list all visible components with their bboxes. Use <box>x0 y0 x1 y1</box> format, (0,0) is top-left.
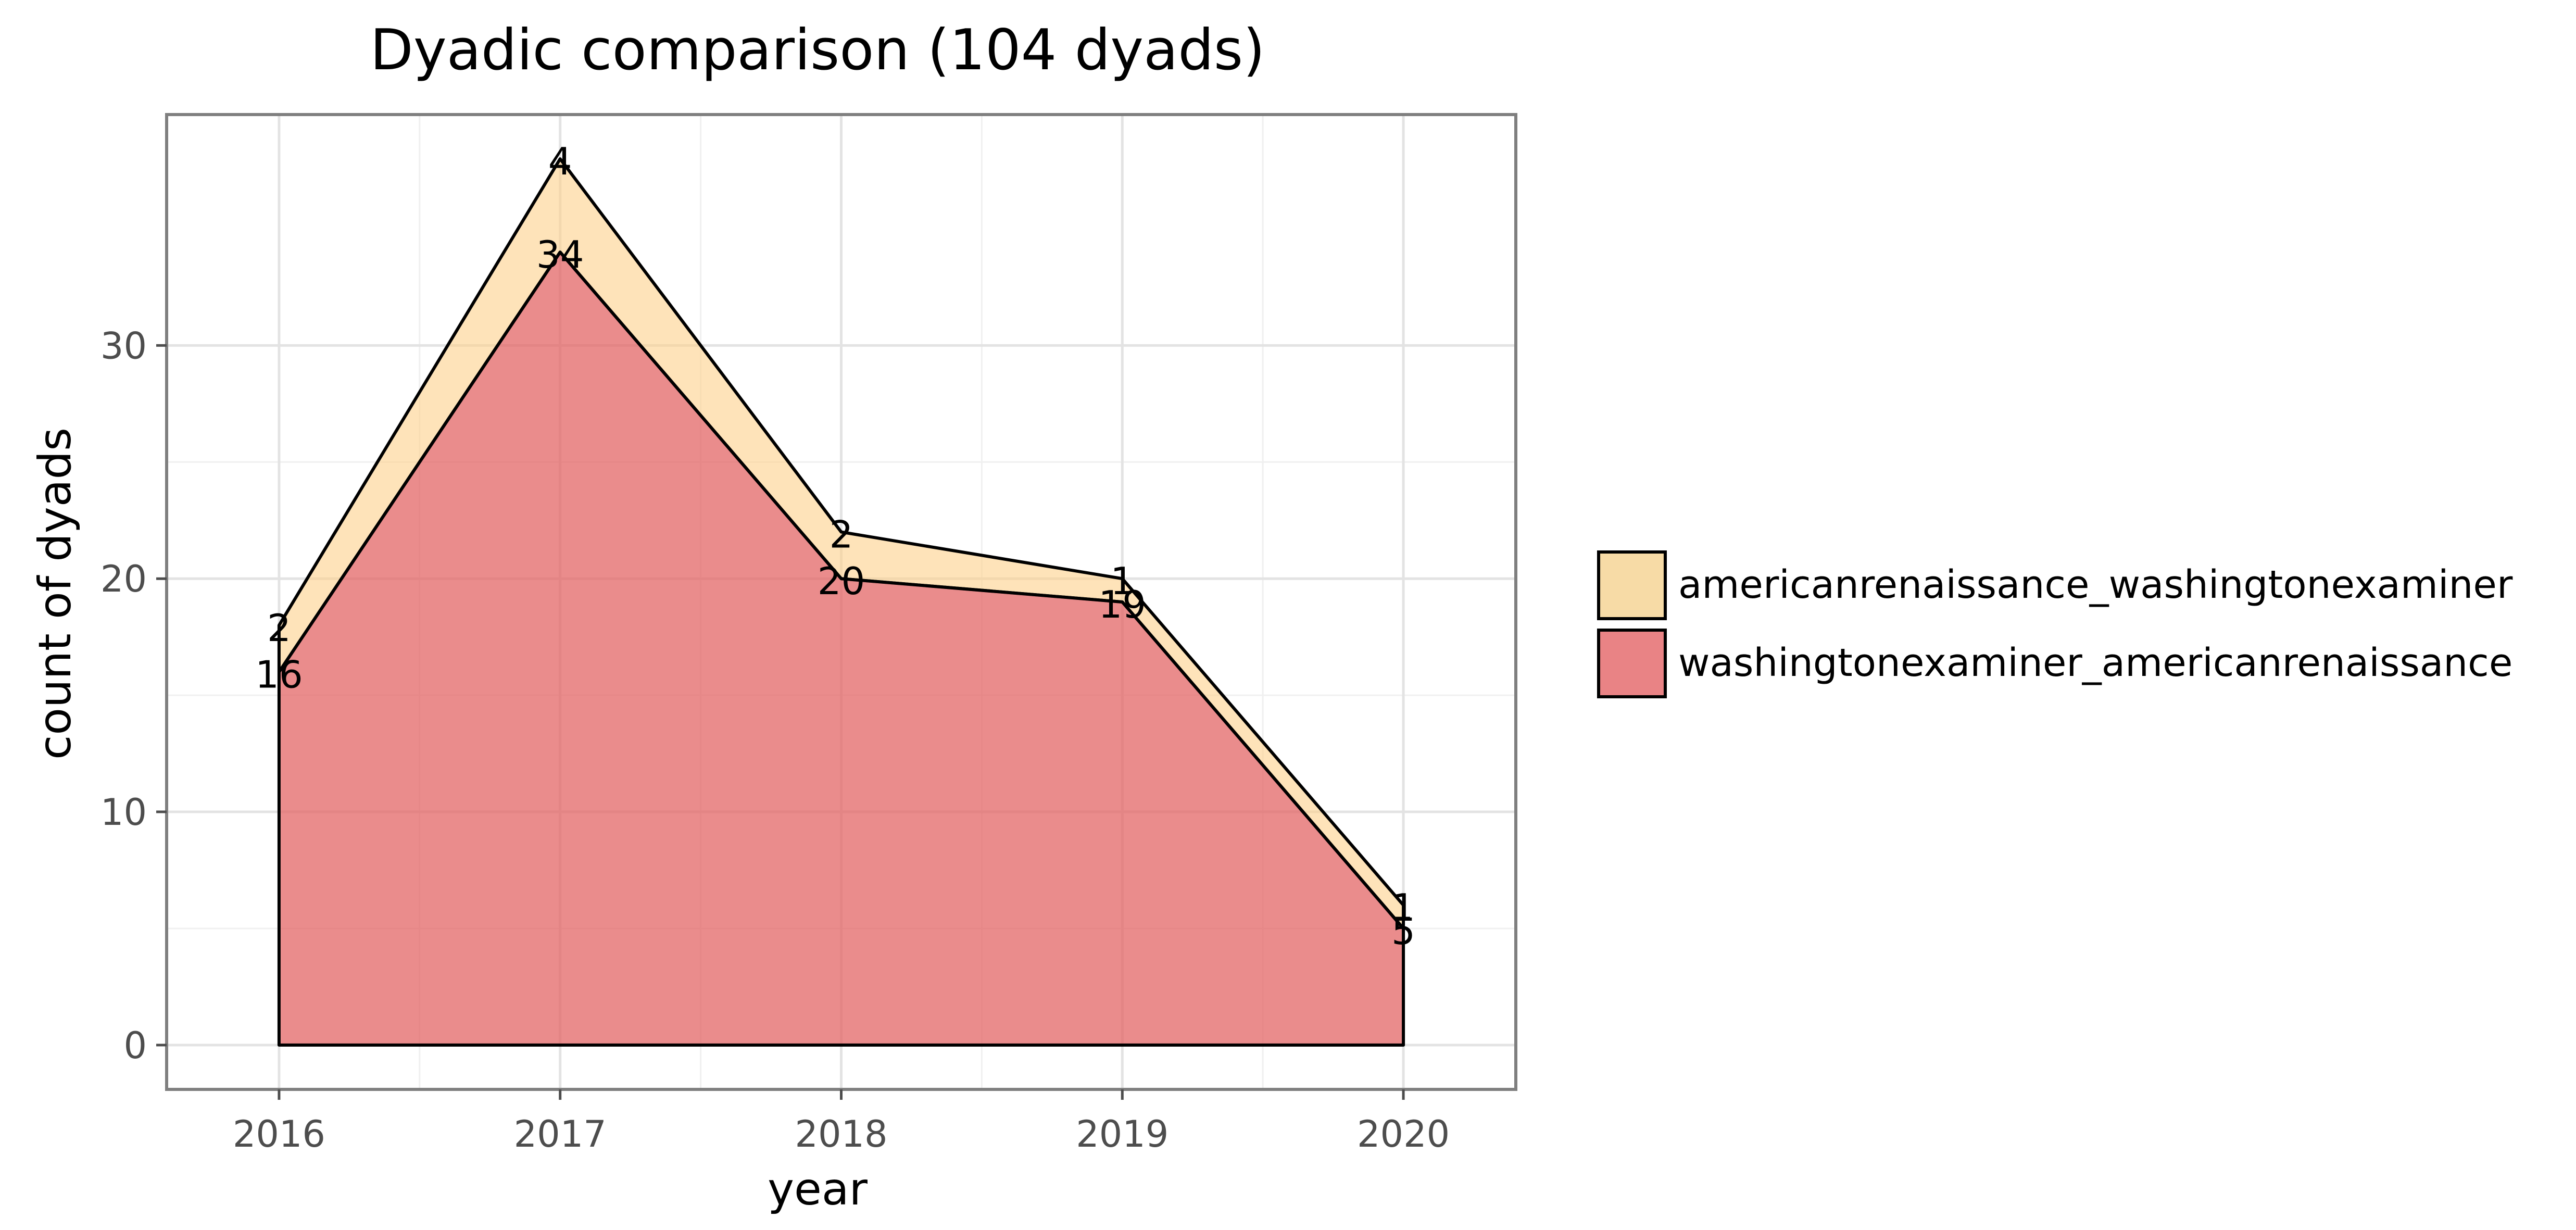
y-tick-label: 20 <box>100 558 147 600</box>
y-tick-label: 30 <box>100 324 147 367</box>
legend-swatch-americanrenaissance_washingtonexaminer <box>1597 550 1667 620</box>
x-tick-label: 2018 <box>795 1113 887 1156</box>
data-label-americanrenaissance_washingtonexaminer: 1 <box>1391 886 1415 930</box>
data-label-americanrenaissance_washingtonexaminer: 1 <box>1110 559 1134 603</box>
legend-label-americanrenaissance_washingtonexaminer: americanrenaissance_washingtonexaminer <box>1678 562 2513 607</box>
legend-label-washingtonexaminer_americanrenaissance: washingtonexaminer_americanrenaissance <box>1678 641 2512 685</box>
data-label-washingtonexaminer_americanrenaissance: 16 <box>255 652 303 696</box>
data-label-washingtonexaminer_americanrenaissance: 20 <box>818 559 865 603</box>
x-tick-label: 2019 <box>1076 1113 1168 1156</box>
legend-swatch-washingtonexaminer_americanrenaissance <box>1597 629 1667 698</box>
legend: americanrenaissance_washingtonexaminerwa… <box>1597 550 2513 698</box>
chart-title: Dyadic comparison (104 dyads) <box>370 18 1265 83</box>
x-tick-label: 2016 <box>233 1113 325 1156</box>
area-washingtonexaminer_americanrenaissance <box>277 250 1405 1047</box>
data-label-americanrenaissance_washingtonexaminer: 2 <box>830 513 853 557</box>
data-label-americanrenaissance_washingtonexaminer: 2 <box>267 606 291 650</box>
data-label-americanrenaissance_washingtonexaminer: 4 <box>548 140 572 183</box>
y-axis-title: count of dyads <box>29 428 81 760</box>
x-tick-label: 2020 <box>1357 1113 1450 1156</box>
data-label-washingtonexaminer_americanrenaissance: 34 <box>536 233 584 277</box>
data-label-washingtonexaminer_americanrenaissance: 19 <box>1098 583 1146 626</box>
data-label-washingtonexaminer_americanrenaissance: 5 <box>1391 909 1415 953</box>
x-axis-title: year <box>768 1163 868 1215</box>
x-tick-label: 2017 <box>514 1113 607 1156</box>
y-tick-label: 10 <box>100 791 147 834</box>
y-tick-label: 0 <box>123 1024 147 1067</box>
